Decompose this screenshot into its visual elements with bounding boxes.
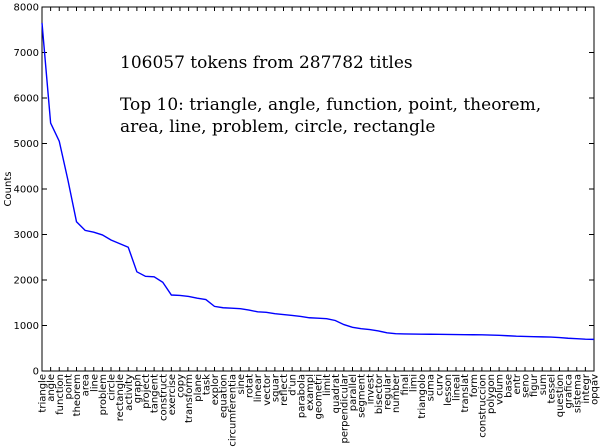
x-tick-label: point <box>63 374 74 400</box>
x-tick-label: parabola <box>296 374 307 418</box>
x-tick-label: d'un <box>288 374 299 396</box>
x-tick-label: sistema <box>572 374 583 413</box>
y-axis-label: Counts <box>3 172 14 207</box>
x-tick-label: triangolo <box>417 374 428 419</box>
y-axis: 0 1000 2000 3000 4000 5000 6000 7000 8000 <box>14 3 594 378</box>
x-tick-label: final <box>400 374 411 396</box>
y-tick-label: 1000 <box>14 321 39 332</box>
annotation-top10-line1: Top 10: triangle, angle, function, point… <box>120 95 541 115</box>
y-tick-label: 3000 <box>14 230 39 241</box>
x-tick-label: form <box>469 374 480 397</box>
series-line <box>41 22 595 341</box>
x-tick-label: base <box>503 374 514 398</box>
x-tick-label: integr <box>581 373 592 404</box>
y-tick-label: 5000 <box>14 139 39 150</box>
x-tick-label: segment <box>357 374 368 418</box>
x-tick-label: limi <box>408 374 419 392</box>
x-tick-label: perpendicular <box>339 373 350 443</box>
x-tick-label: equation <box>219 374 230 418</box>
x-tick-label: exampl <box>305 374 316 411</box>
y-tick-label: 4000 <box>14 185 39 196</box>
x-tick-label: circle <box>107 374 118 401</box>
x-tick-label: angle <box>46 374 57 402</box>
x-tick-label: opqav <box>590 374 600 405</box>
x-tick-label: vector <box>262 373 273 406</box>
x-tick-label: curv <box>434 374 445 396</box>
x-tick-label: construccion <box>477 374 488 438</box>
y-tick-label: 7000 <box>14 48 39 59</box>
y-tick-label: 8000 <box>14 3 39 14</box>
x-tick-label: graph <box>132 374 143 403</box>
y-tick-label: 6000 <box>14 94 39 105</box>
x-tick-label: function <box>55 374 66 415</box>
annotation-summary: 106057 tokens from 287782 titles <box>120 53 413 73</box>
x-tick-label: linear <box>253 373 264 402</box>
x-tick-label: limit <box>322 374 333 396</box>
x-tick-label: bisector <box>374 373 385 414</box>
x-tick-label: question <box>555 374 566 417</box>
x-tick-label: activity <box>124 374 135 411</box>
x-tick-label: theorem <box>72 374 83 416</box>
x-tick-label: geometri <box>314 374 325 419</box>
x-tick-label: figur <box>529 373 540 397</box>
x-tick-label: sum <box>538 374 549 395</box>
annotation-top10-line2: area, line, problem, circle, rectangle <box>120 117 435 137</box>
x-tick-label: parallel <box>348 374 359 411</box>
x-tick-label: circumferentia <box>227 374 238 447</box>
x-tick-label: invest <box>365 374 376 404</box>
x-tick-label: volum <box>495 374 506 405</box>
x-tick-label: copy <box>176 374 187 398</box>
x-tick-label: problem <box>98 374 109 415</box>
x-tick-label: rectangle <box>115 374 126 421</box>
x-tick-label: project <box>141 374 152 409</box>
x-tick-label: reflect <box>279 374 290 406</box>
x-tick-label: plane <box>193 374 204 402</box>
x-tick-label: line <box>89 374 100 392</box>
x-tick-label: rotat <box>245 374 256 398</box>
x-tick-label: transform <box>184 374 195 423</box>
x-tick-label: tangent <box>150 374 161 413</box>
x-tick-label: regular <box>383 373 394 410</box>
x-tick-label: quadrat <box>331 374 342 413</box>
x-tick-label: task <box>201 374 212 395</box>
x-tick-label: tessel <box>546 374 557 403</box>
x-tick-label: suma <box>426 374 437 401</box>
x-tick-label: number <box>391 373 402 413</box>
x-tick-label: lesson <box>443 374 454 406</box>
x-tick-label: lineal <box>452 374 463 401</box>
x-tick-label: explor <box>210 373 221 405</box>
x-tick-label: seno <box>521 374 532 398</box>
x-tick-label: area <box>81 374 92 396</box>
x-tick-label: triangle <box>38 374 49 413</box>
x-tick-label: entr <box>512 373 523 394</box>
x-tick-label: exercise <box>167 374 178 415</box>
x-tick-label: sine <box>236 374 247 394</box>
x-tick-label: translat <box>460 374 471 413</box>
x-axis: triangleanglefunctionpointtheoremarealin… <box>38 7 600 447</box>
y-tick-label: 2000 <box>14 276 39 287</box>
x-tick-label: construct <box>158 374 169 421</box>
y-tick-label: 0 <box>33 367 39 378</box>
x-tick-label: squar <box>270 373 281 402</box>
x-tick-label: grafica <box>564 374 575 409</box>
x-tick-label: polygon <box>486 374 497 414</box>
